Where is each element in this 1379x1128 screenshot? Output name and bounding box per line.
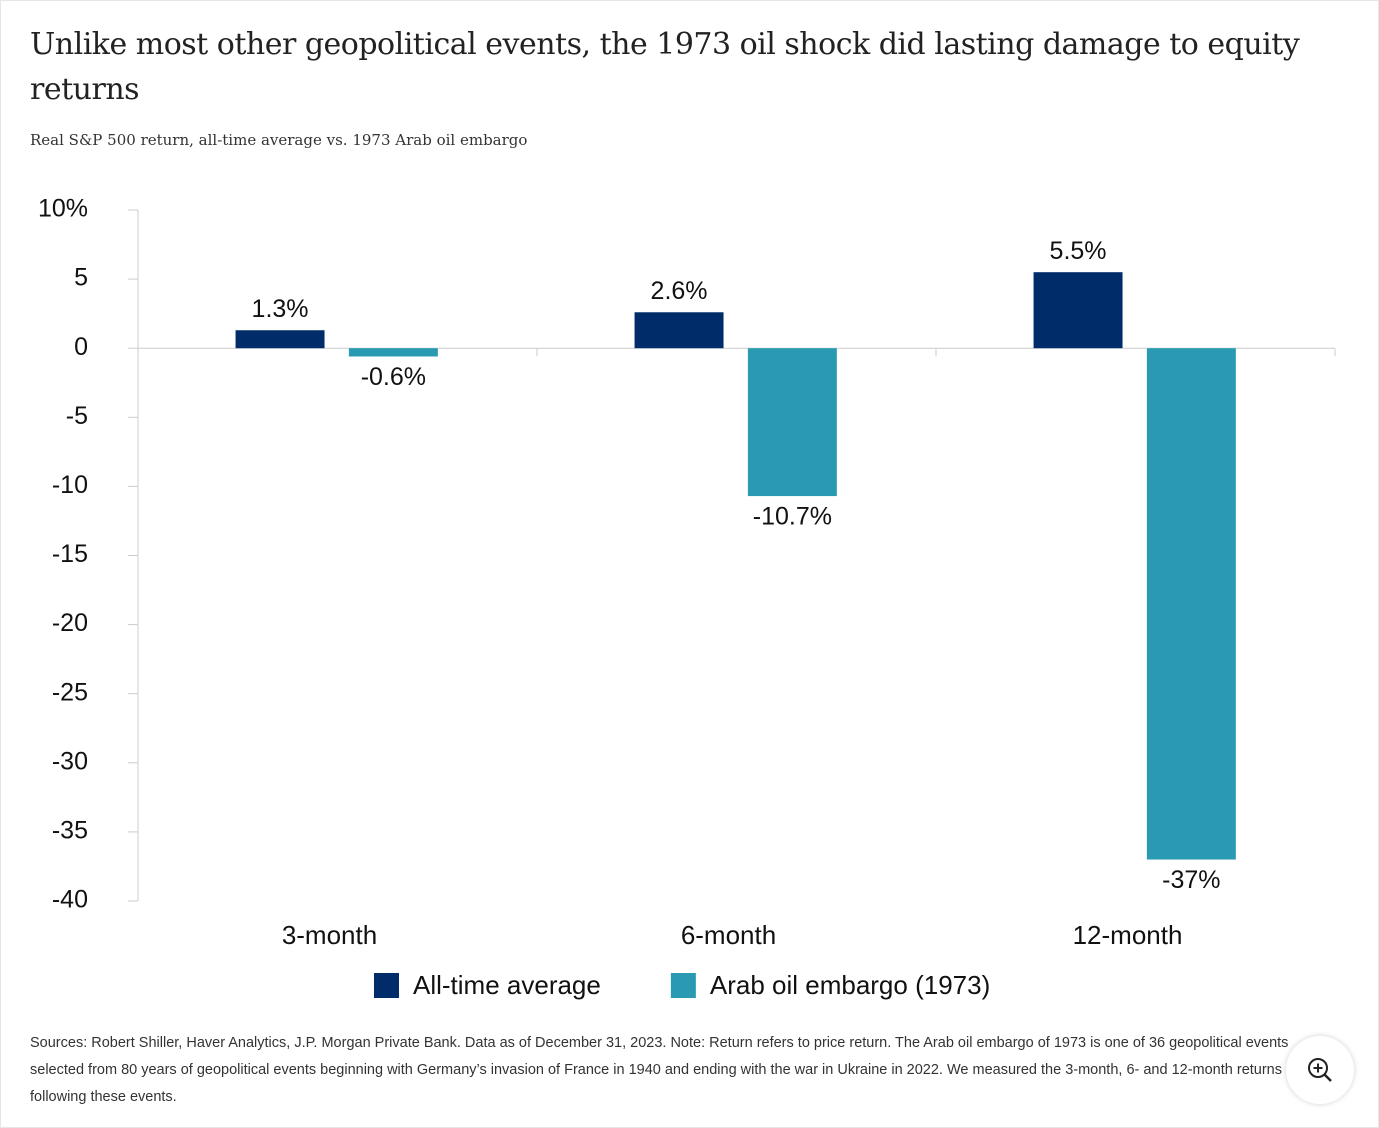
y-tick-label: -40 <box>52 886 88 914</box>
bar <box>1033 272 1123 349</box>
y-tick-label: -25 <box>52 678 88 706</box>
chart: 10% 5 0 -5 -10 -15 -20 -25 -30 -35 -40 3-month 6-mon… <box>38 195 1336 1000</box>
y-tick-label: -35 <box>52 817 88 845</box>
y-tick-label: 10% <box>38 195 88 223</box>
data-label: 5.5% <box>1050 237 1107 265</box>
bar <box>1146 348 1236 860</box>
legend-swatch <box>374 973 399 998</box>
chart-subtitle: Real S&P 500 return, all-time average vs… <box>30 131 528 149</box>
bar <box>348 348 438 357</box>
data-label: -37% <box>1162 866 1220 894</box>
x-tick-label: 3-month <box>282 920 377 950</box>
y-tick-label: -20 <box>52 609 88 637</box>
zoom-icon <box>1308 1058 1332 1082</box>
y-tick-label: 5 <box>74 264 88 292</box>
y-tick-label: -15 <box>52 540 88 568</box>
y-tick-label: -5 <box>66 402 88 430</box>
y-tick-label: -10 <box>52 471 88 499</box>
y-tick-label: -30 <box>52 747 88 775</box>
data-label: 1.3% <box>252 295 309 323</box>
x-tick-label: 12-month <box>1073 920 1183 950</box>
bar <box>747 348 837 497</box>
bar <box>235 330 325 349</box>
legend-swatch <box>670 973 696 998</box>
data-label: 2.6% <box>651 277 708 305</box>
data-label: -10.7% <box>753 503 832 531</box>
y-tick-label: 0 <box>74 333 88 361</box>
legend-label: All-time average <box>413 970 601 1000</box>
legend-label: Arab oil embargo (1973) <box>710 970 990 1000</box>
x-tick-label: 6-month <box>681 920 776 950</box>
data-label: -0.6% <box>361 363 426 391</box>
bar <box>634 312 724 349</box>
chart-title: Unlike most other geopolitical events, t… <box>30 27 1300 107</box>
zoom-button[interactable] <box>1286 1036 1354 1104</box>
footnote: Sources: Robert Shiller, Haver Analytics… <box>30 1035 1289 1105</box>
